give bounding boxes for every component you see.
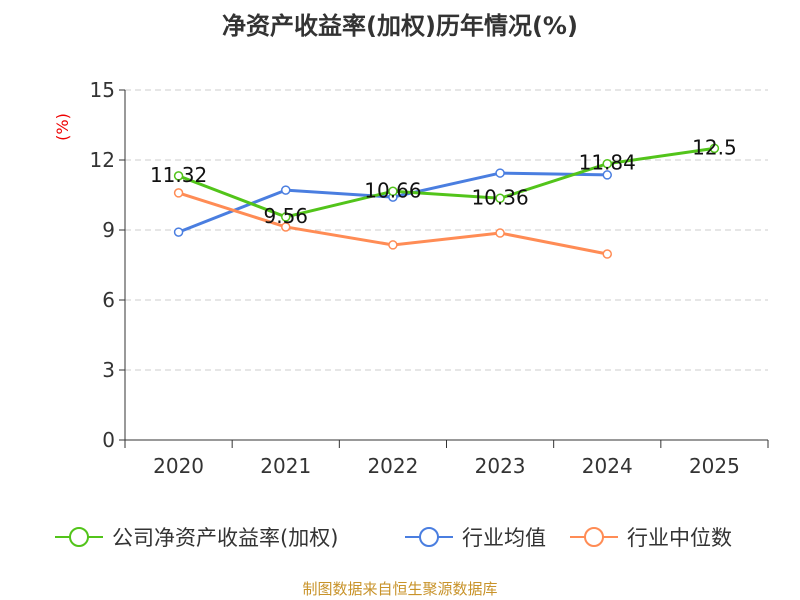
data-point	[709, 143, 720, 154]
data-point	[173, 227, 184, 237]
data-point	[495, 168, 505, 178]
data-point	[495, 228, 505, 238]
data-point	[388, 186, 398, 197]
data-point	[388, 240, 398, 250]
y-tick-label: 9	[102, 218, 115, 242]
data-point	[495, 193, 505, 204]
legend-marker	[69, 527, 89, 547]
x-tick-label: 2022	[367, 454, 418, 478]
data-point	[602, 170, 612, 180]
chart-title: 净资产收益率(加权)历年情况(%)	[222, 12, 578, 40]
y-tick-label: 6	[102, 288, 115, 312]
data-label: 11.84	[579, 151, 636, 175]
data-label: 9.56	[263, 204, 308, 228]
legend-label: 公司净资产收益率(加权)	[112, 526, 338, 550]
x-tick-label: 2025	[689, 454, 740, 478]
x-tick-label: 2023	[475, 454, 526, 478]
y-tick-label: 15	[90, 78, 115, 102]
y-tick-label: 3	[102, 358, 115, 382]
y-tick-label: 12	[90, 148, 115, 172]
data-point	[281, 185, 291, 195]
data-point	[602, 249, 612, 259]
legend-label: 行业中位数	[627, 526, 732, 550]
data-label: 10.36	[471, 185, 528, 209]
series-line	[178, 146, 715, 219]
data-point	[281, 212, 291, 222]
legend-marker	[584, 527, 604, 547]
data-point	[281, 222, 291, 232]
data-point	[602, 158, 612, 169]
data-label: 12.5	[692, 135, 737, 159]
x-tick-label: 2021	[260, 454, 311, 478]
source-note: 制图数据来自恒生聚源数据库	[302, 580, 498, 598]
data-point	[173, 171, 184, 181]
data-point	[173, 188, 184, 198]
data-label: 10.66	[364, 178, 421, 202]
legend-marker	[419, 527, 439, 547]
y-tick-label: 0	[102, 428, 115, 452]
x-tick-label: 2020	[153, 454, 204, 478]
data-label: 11.32	[150, 163, 207, 187]
legend-label: 行业均值	[462, 526, 546, 550]
x-tick-label: 2024	[582, 454, 633, 478]
y-axis-label: (%)	[53, 113, 72, 141]
